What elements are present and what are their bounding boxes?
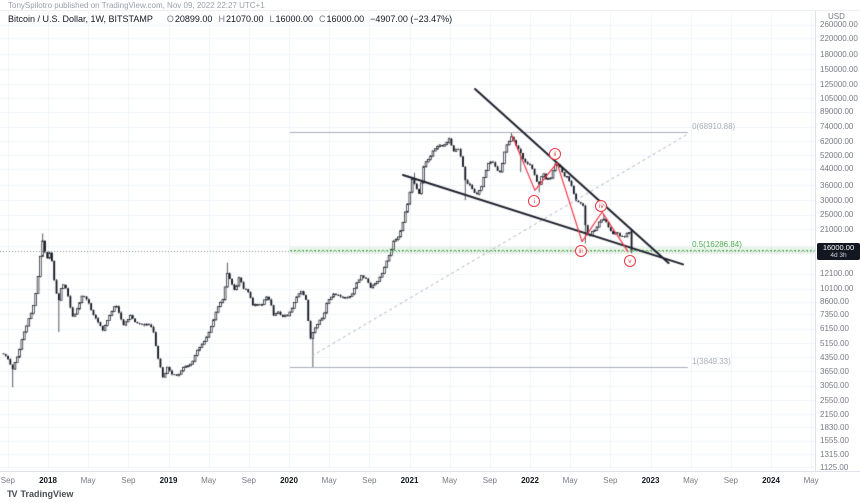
ohlc-value: 21070.00: [225, 14, 264, 24]
price-tick-label: 3050.00: [820, 381, 849, 391]
time-tick-label: Sep: [362, 476, 377, 485]
tradingview-logo-mark: TV: [7, 489, 17, 499]
time-tick-label: Sep: [241, 476, 256, 485]
price-tick-label: 7350.00: [820, 309, 849, 319]
price-tick-label: 260000.00: [820, 20, 858, 30]
ohlc-value: 20899.00: [174, 14, 213, 24]
price-tick-label: 30000.00: [820, 195, 854, 205]
price-tick-label: 52000.00: [820, 150, 854, 160]
change-value: −4907.00 (−23.47%): [370, 14, 453, 24]
time-tick-label: May: [442, 476, 458, 485]
last-price-badge: 16000.00 4d 3h: [817, 243, 860, 261]
price-tick-label: 180000.00: [820, 49, 858, 59]
time-tick-label: Sep: [723, 476, 738, 485]
time-tick-label: May: [562, 476, 578, 485]
price-tick-label: 74000.00: [820, 122, 854, 132]
elliott-wave-label-i: i: [528, 194, 541, 207]
price-tick-label: 21000.00: [820, 224, 854, 234]
tradingview-logo[interactable]: TV TradingView: [7, 489, 73, 499]
price-tick-label: 220000.00: [820, 33, 858, 43]
price-tick-label: 10100.00: [820, 284, 854, 294]
price-tick-label: 1315.00: [820, 449, 849, 459]
price-tick-label: 25000.00: [820, 210, 854, 220]
ohlc-value: 16000.00: [275, 14, 314, 24]
time-tick-label: Sep: [482, 476, 497, 485]
price-tick-label: 1125.00: [820, 462, 849, 472]
time-tick-label: 2024: [762, 476, 780, 485]
price-tick-label: 12100.00: [820, 269, 854, 279]
time-tick-label: 2020: [280, 476, 298, 485]
ohlc-key: L: [269, 14, 275, 24]
price-axis[interactable]: USD 260000.00 220000.00 180000.00 150000.00…: [815, 11, 860, 472]
time-tick-label: May: [321, 476, 337, 485]
currency-label: USD: [828, 12, 845, 21]
price-tick-label: 62000.00: [820, 136, 854, 146]
elliott-wave-label-iv: iv: [595, 199, 608, 212]
tradingview-logo-text: TradingView: [20, 489, 74, 499]
symbol-legend[interactable]: Bitcoin / U.S. Dollar, 1W, BITSTAMP O2089…: [8, 14, 452, 24]
last-price-value: 16000.00: [822, 243, 855, 253]
time-tick-label: May: [683, 476, 699, 485]
price-tick-label: 36000.00: [820, 180, 854, 190]
ohlc-values: O20899.00 H21070.00 L16000.00 C16000.00: [161, 14, 364, 24]
time-tick-label: Sep: [121, 476, 136, 485]
ohlc-value: 16000.00: [326, 14, 365, 24]
attribution-text: TonySpilotro published on TradingView.co…: [0, 0, 860, 11]
time-tick-label: 2023: [641, 476, 660, 485]
price-tick-label: 2150.00: [820, 409, 849, 419]
time-tick-label: May: [803, 476, 819, 485]
price-tick-label: 1555.00: [820, 436, 849, 446]
time-tick-label: 2021: [400, 476, 419, 485]
price-tick-label: 89000.00: [820, 107, 854, 117]
fib-level-label: 1(3849.33): [692, 357, 731, 366]
price-tick-label: 4350.00: [820, 352, 849, 362]
ohlc-key: H: [218, 14, 225, 24]
time-tick-label: Sep: [0, 476, 15, 485]
time-tick-label: Sep: [603, 476, 618, 485]
elliott-wave-label-v: v: [623, 254, 636, 267]
ohlc-key: O: [166, 14, 174, 24]
elliott-wave-label-ii: ii: [548, 147, 561, 160]
price-tick-label: 150000.00: [820, 64, 858, 74]
price-tick-label: 125000.00: [820, 79, 858, 89]
fib-level-label: 0(68910.88): [692, 122, 736, 132]
time-tick-label: 2022: [521, 476, 539, 485]
time-tick-label: May: [80, 476, 96, 485]
price-tick-label: 2550.00: [820, 395, 849, 405]
price-tick-label: 6150.00: [820, 324, 849, 334]
ohlc-key: C: [319, 14, 326, 24]
time-tick-label: 2018: [39, 476, 57, 485]
time-tick-label: May: [201, 476, 217, 485]
time-tick-label: 2019: [159, 476, 178, 485]
price-tick-label: 105000.00: [820, 93, 858, 103]
price-tick-label: 5150.00: [820, 338, 849, 348]
price-tick-label: 44000.00: [820, 164, 854, 174]
price-tick-label: 1830.00: [820, 422, 849, 432]
time-axis[interactable]: Sep 2018 May Sep 2019 May Sep 2020 May Sep 2021 May…: [0, 471, 860, 488]
bar-countdown: 4d 3h: [830, 252, 847, 260]
symbol-title: Bitcoin / U.S. Dollar, 1W, BITSTAMP: [8, 14, 153, 24]
fib-level-label: 0.5(16286.84): [692, 239, 742, 249]
elliott-wave-label-iii: iii: [574, 244, 587, 257]
price-tick-label: 3650.00: [820, 366, 849, 376]
price-tick-label: 8600.00: [820, 297, 849, 307]
